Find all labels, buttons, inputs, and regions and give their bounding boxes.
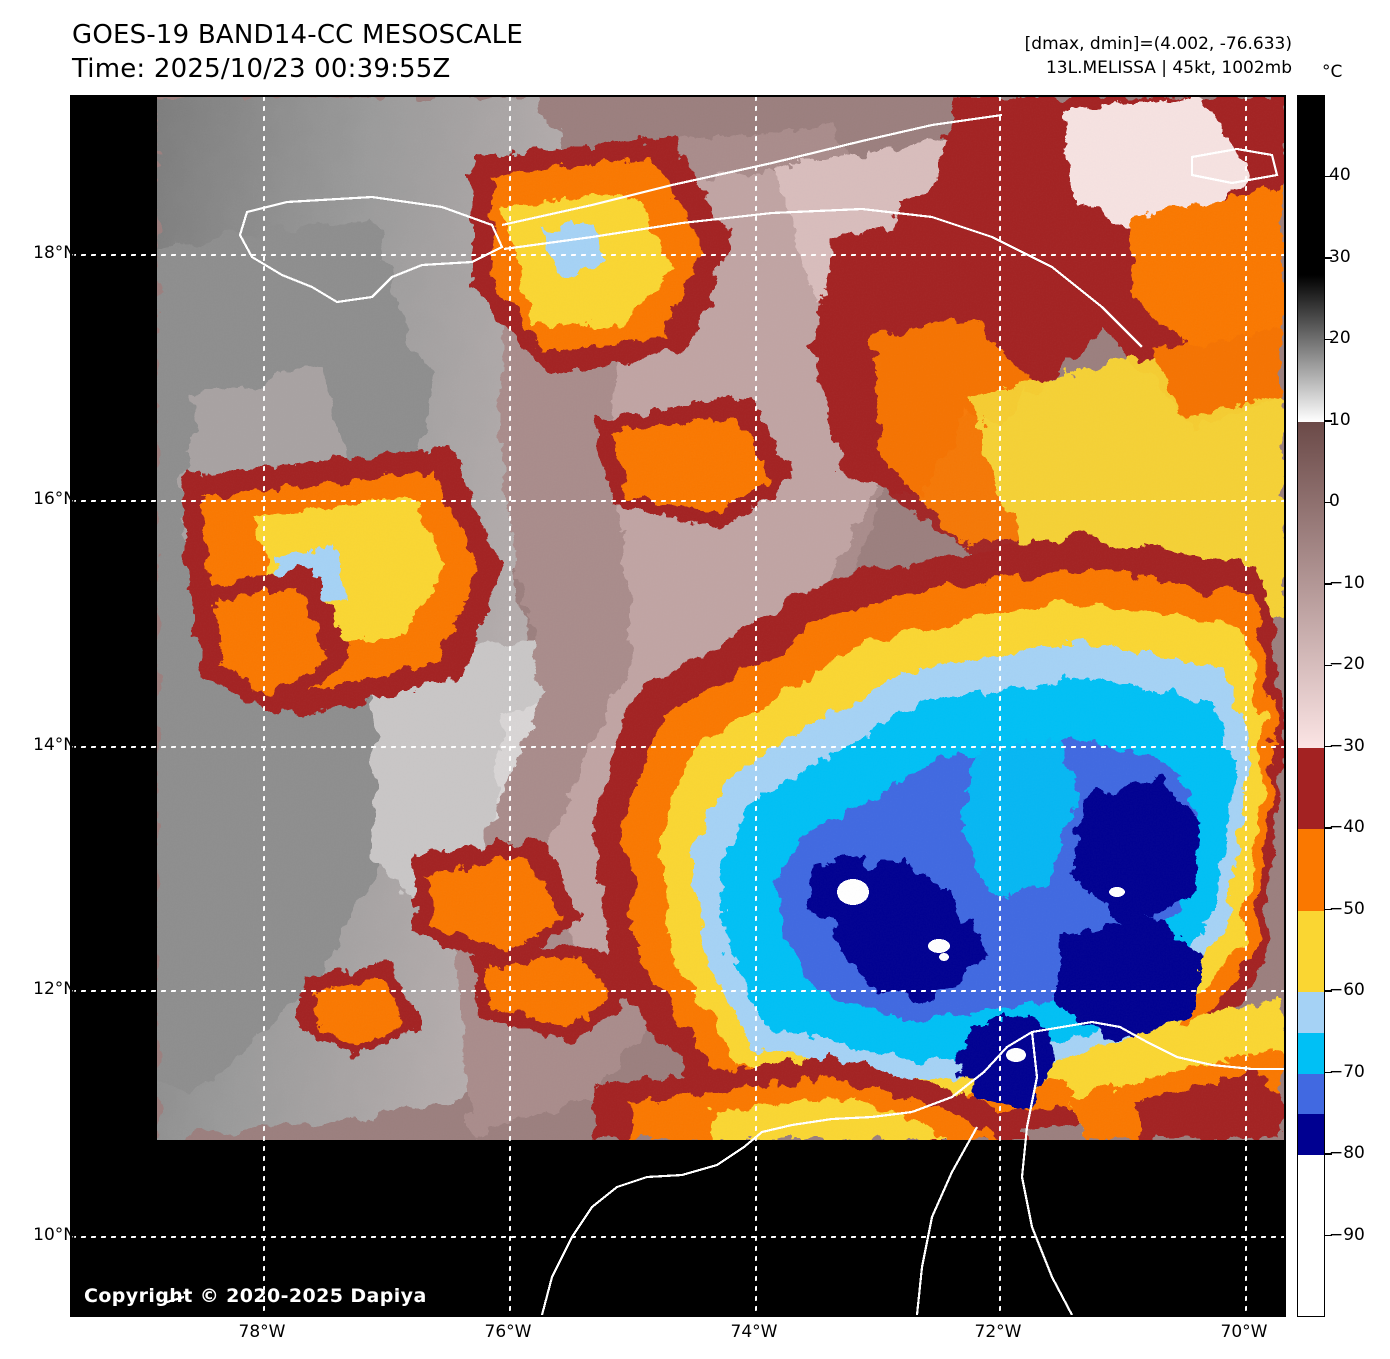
colorbar-tick-label: 20 [1329,328,1351,349]
colorbar-tickmark [1325,664,1332,667]
colorbar-tickmark [1325,1234,1332,1237]
colorbar-tick-label: 30 [1329,246,1351,267]
colorbar-segment-white-coldest [1298,1154,1324,1316]
colorbar-tickmark [1325,1153,1332,1155]
colorbar-segment-cyan [1298,1032,1324,1074]
colorbar-tickmark [1325,827,1332,829]
colorbar-tickmark [1325,990,1332,992]
colorbar-tickmark [1325,501,1332,504]
coastline-puerto-rico [1190,147,1279,185]
coastline-colombia [540,1110,913,1315]
ytick-14N: 14°N [33,735,76,755]
colorbar-segment-brown-ramp [1298,421,1324,748]
ytick-12N: 12°N [33,979,76,999]
colorbar-tickmark [1325,175,1332,178]
colorbar-unit-label: °C [1322,62,1343,82]
colorbar-tick-label: 10 [1329,409,1351,430]
coastline-guajira-east [1020,1031,1073,1315]
coastline-jamaica [238,195,504,304]
ytick-16N: 16°N [33,489,76,509]
colorbar-tick-label: −90 [1329,1224,1365,1245]
colorbar-tick-label: −20 [1329,654,1365,675]
colorbar-segment-orange [1298,829,1324,911]
colorbar-tick-label: −70 [1329,1061,1365,1082]
coastline-layer [166,113,1284,1315]
copyright-label: Copyright © 2020-2025 Dapiya [84,1285,427,1307]
colorbar-tick-label: −40 [1329,817,1365,838]
xtick-72W: 72°W [974,1322,1022,1342]
coastline-venezuela-north [911,1020,1284,1114]
colorbar-segment-light-blue [1298,992,1324,1033]
page-title: GOES-19 BAND14-CC MESOSCALE [72,20,523,50]
coastline-hispaniola-north [501,113,1003,227]
title-block: GOES-19 BAND14-CC MESOSCALE Time: 2025/1… [72,18,523,86]
xtick-78W: 78°W [238,1322,286,1342]
ytick-18N: 18°N [33,243,76,263]
colorbar-tickmark [1325,908,1332,911]
satellite-image-plot: Copyright © 2020-2025 Dapiya [70,95,1286,1317]
coastline-islet [166,1295,185,1304]
coastline-magdalena [915,1126,978,1315]
metadata-block: [dmax, dmin]=(4.002, -76.633) 13L.MELISS… [1025,32,1292,80]
colorbar-tick-label: −60 [1329,980,1365,1001]
dminmax-label: [dmax, dmin]=(4.002, -76.633) [1024,34,1292,54]
xtick-76W: 76°W [484,1322,532,1342]
colorbar-tickmark [1325,257,1332,259]
colorbar-segment-yellow [1298,910,1324,993]
coastline-hispaniola-south [503,207,1143,348]
colorbar-segment-black-hot [1298,96,1324,276]
colorbar-tick-label: 40 [1329,165,1351,186]
graticule-layer [72,97,1284,1315]
colorbar-tickmark [1325,1071,1332,1074]
colorbar-tick-label: −10 [1329,572,1365,593]
colorbar-tickmark [1325,338,1332,341]
satellite-data-layer [157,97,1284,1140]
storm-info-label: 13L.MELISSA | 45kt, 1002mb [1045,58,1292,78]
colorbar-segment-navy [1298,1114,1324,1155]
colorbar-tickmark [1325,420,1332,422]
colorbar-tick-label: −80 [1329,1143,1365,1164]
colorbar-segment-dark-red [1298,747,1324,830]
colorbar-segment-royal-blue [1298,1073,1324,1115]
timestamp-label: Time: 2025/10/23 00:39:55Z [72,54,451,84]
colorbar-tick-label: 0 [1329,491,1340,512]
colorbar-tick-label: −30 [1329,735,1365,756]
colorbar-tick-label: −50 [1329,898,1365,919]
colorbar-tickmark [1325,583,1332,585]
temperature-colorbar [1297,95,1325,1317]
xtick-70W: 70°W [1220,1322,1268,1342]
xtick-74W: 74°W [730,1322,778,1342]
colorbar-segment-grayscale-ramp [1298,275,1324,422]
ytick-10N: 10°N [33,1225,76,1245]
colorbar-tickmark [1325,745,1332,748]
